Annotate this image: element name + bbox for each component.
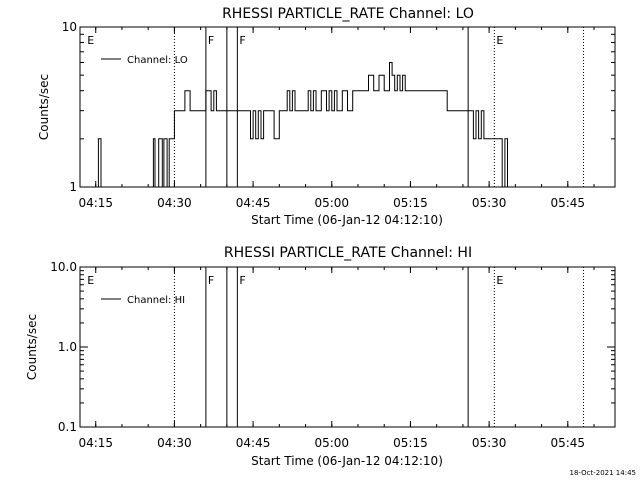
x-tick-label: 05:30 [472,196,507,210]
panel-lo-y-ticks: 1 10 [62,20,615,194]
panel-hi-y-ticks: 0.1 1.0 10.0 [50,260,615,434]
x-tick-label: 05:00 [314,436,349,450]
event-marker-label: E [87,274,94,287]
x-tick-label: 04:30 [157,196,192,210]
panel-lo-title: RHESSI PARTICLE_RATE Channel: LO [222,6,474,22]
y-tick-label: 10 [62,20,77,34]
x-tick-label: 04:45 [236,196,271,210]
x-tick-label: 05:45 [550,436,585,450]
panel-lo-frame [79,26,616,188]
panel-hi-legend: Channel: HI [101,295,185,306]
panel-lo-legend: Channel: LO [101,55,188,66]
event-marker-label: F [239,274,245,287]
event-marker-label: E [496,274,503,287]
event-marker-label: E [87,34,94,47]
x-tick-label: 04:45 [236,436,271,450]
x-tick-label: 04:30 [157,436,192,450]
panel-hi-x-label: Start Time (06-Jan-12 04:12:10) [251,454,443,468]
y-tick-label: 1 [69,180,77,194]
panel-hi-legend-label: Channel: HI [127,295,185,306]
panel-lo-x-ticks: 04:15 04:30 04:45 05:00 05:15 05:30 05:45 [78,27,595,210]
y-tick-label: 1.0 [58,340,77,354]
panel-hi-title: RHESSI PARTICLE_RATE Channel: HI [224,245,472,261]
x-tick-label: 04:15 [78,196,113,210]
y-tick-label: 10.0 [50,260,77,274]
x-tick-label: 05:15 [393,196,428,210]
panel-lo-legend-label: Channel: LO [127,55,188,66]
panel-hi: RHESSI PARTICLE_RATE Channel: HI E F F E 0.… [25,245,616,468]
y-tick-label: 0.1 [58,420,77,434]
panel-lo-y-label: Counts/sec [37,74,51,140]
x-tick-label: 05:45 [550,196,585,210]
panel-hi-y-label: Counts/sec [25,314,39,380]
event-marker-label: F [208,274,214,287]
panel-lo-series-line [95,62,514,188]
panel-hi-x-ticks: 04:15 04:30 04:45 05:00 05:15 05:30 05:45 [78,267,595,450]
panel-lo-x-label: Start Time (06-Jan-12 04:12:10) [251,213,443,227]
event-marker-label: E [496,34,503,47]
footer-date: 18-Oct-2021 14:45 [570,469,636,477]
x-tick-label: 04:15 [78,436,113,450]
event-marker-label: F [239,34,245,47]
event-marker-label: F [208,34,214,47]
x-tick-label: 05:15 [393,436,428,450]
x-tick-label: 05:00 [314,196,349,210]
x-tick-label: 05:30 [472,436,507,450]
